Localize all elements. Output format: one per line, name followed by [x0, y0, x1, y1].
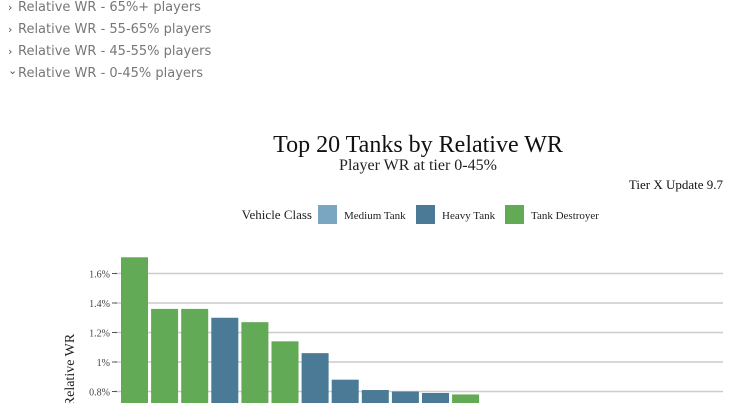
accordion-label: Relative WR - 65%+ players [18, 0, 201, 15]
bar[interactable] [121, 257, 148, 403]
y-tick-label: 1.2% [89, 329, 110, 340]
bar[interactable] [391, 391, 419, 403]
y-tick-label: 1.4% [89, 299, 110, 310]
y-tick-label: 0.8% [89, 388, 110, 399]
bars [121, 257, 480, 403]
bar[interactable] [452, 394, 480, 403]
y-axis-label: Relative WR [63, 333, 78, 403]
bar[interactable] [301, 353, 329, 403]
accordion-item[interactable]: › Relative WR - 45-55% players [8, 44, 211, 59]
legend-label: Tank Destroyer [531, 210, 599, 222]
accordion-item[interactable]: › Relative WR - 55-65% players [8, 22, 211, 37]
accordion-item[interactable]: › Relative WR - 65%+ players [8, 0, 201, 15]
accordion-label: Relative WR - 0-45% players [18, 66, 204, 81]
y-tick-label: 1% [97, 358, 110, 369]
y-tick-label: 1.6% [89, 270, 110, 281]
bar[interactable] [361, 390, 389, 403]
bar[interactable] [331, 379, 359, 403]
legend-swatch [416, 205, 435, 224]
chevron-right-icon: › [8, 1, 13, 14]
bar[interactable] [211, 317, 239, 403]
legend-swatch [505, 205, 524, 224]
legend-title: Vehicle Class [242, 207, 312, 222]
chevron-down-icon: ⌄ [8, 64, 18, 77]
legend: Medium Tank Heavy Tank Tank Destroyer [318, 205, 599, 224]
legend-label: Medium Tank [344, 210, 406, 222]
bar[interactable] [271, 341, 299, 403]
bar[interactable] [422, 392, 449, 403]
accordion-item[interactable]: ⌄Relative WR - 0-45% players [8, 64, 204, 81]
chart-subtitle: Player WR at tier 0-45% [339, 157, 497, 174]
chevron-right-icon: › [8, 45, 13, 58]
legend-swatch [318, 205, 337, 224]
chart-title: Top 20 Tanks by Relative WR [273, 132, 563, 158]
legend-label: Heavy Tank [442, 210, 496, 222]
accordion-label: Relative WR - 45-55% players [18, 44, 212, 59]
bar[interactable] [181, 308, 209, 403]
accordion-label: Relative WR - 55-65% players [18, 22, 212, 37]
chart-note: Tier X Update 9.7 [629, 177, 724, 192]
chevron-right-icon: › [8, 23, 13, 36]
bar[interactable] [151, 308, 179, 403]
bar[interactable] [241, 322, 269, 403]
